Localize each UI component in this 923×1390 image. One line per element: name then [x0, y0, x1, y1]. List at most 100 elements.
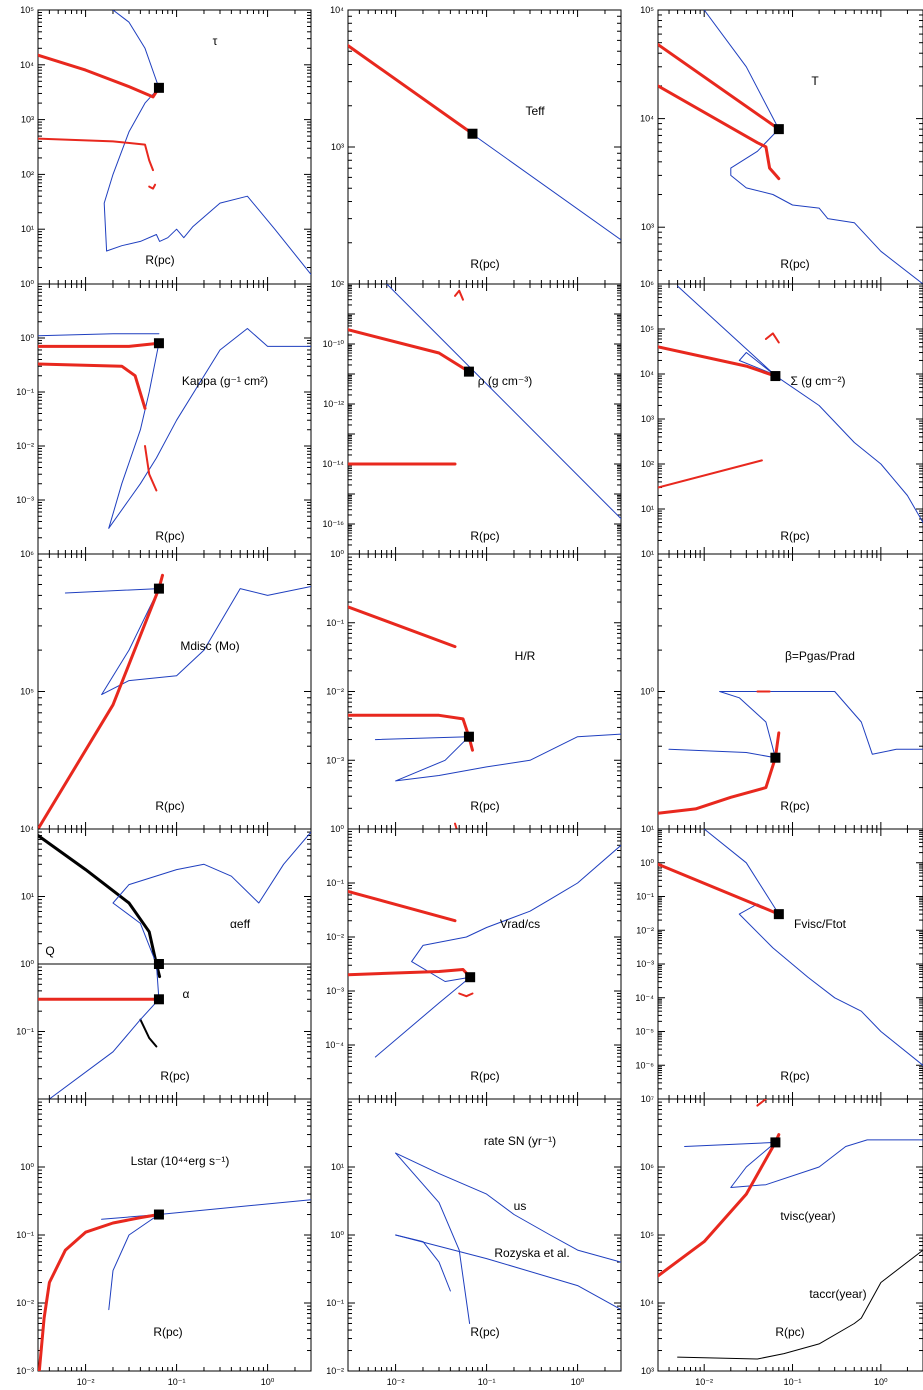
transition-marker [770, 371, 781, 382]
x-tick-label: 10⁰ [874, 1377, 888, 1387]
x-axis-label: R(pc) [780, 257, 809, 271]
series-blue-0 [684, 1141, 776, 1147]
x-axis-label: R(pc) [470, 799, 499, 813]
transition-marker [773, 124, 784, 135]
series-blue-3 [48, 831, 311, 1099]
p-tau-panel: 10⁰ 10¹ 10² 10³ 10⁴ 10⁵ τ R(pc) [20, 5, 312, 289]
p-alpha-annotation: α [183, 987, 190, 1001]
y-tick-label: 10⁻¹⁶ [323, 519, 345, 529]
p-lstar-label: Lstar (10⁴⁴erg s⁻¹) [131, 1154, 230, 1168]
series-blue-0 [703, 829, 923, 1066]
p-kappa-frame [37, 283, 312, 555]
p-tvisc-label: tvisc(year) [780, 1209, 835, 1223]
x-axis-label: R(pc) [153, 1325, 182, 1339]
y-tick-label: 10¹ [21, 224, 34, 234]
y-tick-label: 10⁻² [16, 441, 34, 451]
x-axis-label: R(pc) [145, 253, 174, 267]
p-fvisc-data [658, 829, 923, 1066]
series-red-2 [38, 573, 164, 829]
x-axis-label: R(pc) [470, 529, 499, 543]
series-red-3 [454, 822, 458, 829]
series-red-3 [756, 1099, 767, 1107]
series-red-2 [38, 1213, 161, 1371]
y-tick-label: 10⁵ [640, 324, 654, 334]
p-alpha-panel: 10⁻¹ 10⁰ 10¹ αeff R(pc) Qα [16, 828, 312, 1100]
series-blue-1 [395, 1152, 471, 1324]
y-tick-label: 10⁵ [20, 5, 34, 15]
series-red-2 [658, 84, 781, 181]
y-tick-label: 10⁰ [20, 279, 34, 289]
y-tick-label: 10⁰ [640, 858, 654, 868]
y-tick-label: 10⁶ [640, 1162, 654, 1172]
y-tick-label: 10¹ [641, 549, 654, 559]
series-red-1 [658, 862, 781, 916]
series-red-4 [38, 137, 154, 172]
y-tick-label: 10⁻³ [326, 755, 344, 765]
p-kappa-label: Kappa (g⁻¹ cm²) [182, 374, 268, 388]
p-sigma-frame [657, 283, 923, 555]
y-tick-label: 10⁻¹ [326, 878, 344, 888]
p-teff-frame [347, 9, 622, 285]
y-tick-label: 10³ [641, 222, 654, 232]
x-axis-label: R(pc) [160, 1069, 189, 1083]
p-tau-label: τ [213, 34, 218, 48]
y-tick-label: 10⁻² [326, 1366, 344, 1376]
transition-marker [770, 752, 781, 763]
x-axis-label: R(pc) [780, 799, 809, 813]
p-alpha-annotation: Q [45, 944, 54, 958]
p-beta-panel: 10⁰ 10¹ β=Pgas/Prad R(pc) [640, 549, 923, 830]
p-tvisc-panel: 10³ 10⁴ 10⁵ 10⁶ 10⁷ 10⁻² 10⁻¹ 10⁰ tvisc(year) R(p… [640, 1094, 923, 1387]
transition-marker [463, 731, 474, 742]
y-tick-label: 10³ [641, 414, 654, 424]
transition-marker [153, 959, 164, 969]
transition-marker [153, 583, 164, 594]
y-tick-label: 10⁶ [640, 279, 654, 289]
x-tick-label: 10⁻¹ [784, 1377, 802, 1387]
y-tick-label: 10⁻² [326, 687, 344, 697]
p-tau-data [38, 10, 311, 275]
p-sn-annotation: Rozyska et al. [494, 1246, 569, 1260]
series-red-2 [658, 459, 763, 489]
series-red-5 [144, 445, 158, 492]
series-blue-0 [703, 10, 923, 284]
x-axis-label: R(pc) [155, 799, 184, 813]
y-tick-label: 10¹ [641, 504, 654, 514]
series-red-1 [658, 43, 781, 131]
series-red-2 [348, 713, 474, 752]
p-vrad-panel: 10⁻⁴ 10⁻³ 10⁻² 10⁻¹ 10⁰ Vrad/cs R(pc) [325, 824, 622, 1100]
p-T-panel: 10³ 10⁴ 10⁵ T R(pc) [640, 5, 923, 285]
series-black-0 [38, 834, 162, 979]
y-tick-label: 10⁴ [330, 5, 344, 15]
p-hr-panel: 10⁻³ 10⁻² 10⁻¹ 10⁰ H/R R(pc) [326, 549, 622, 830]
transition-marker [153, 82, 164, 93]
series-red-3 [458, 992, 474, 998]
y-tick-label: 10³ [331, 142, 344, 152]
p-rho-frame [347, 283, 622, 555]
series-blue-0 [101, 1199, 311, 1220]
y-tick-label: 10⁵ [640, 1230, 654, 1240]
x-axis-label: R(pc) [470, 257, 499, 271]
series-blue-2 [668, 748, 776, 759]
p-rho-label: ρ (g cm⁻³) [478, 374, 533, 388]
x-axis-label: R(pc) [470, 1069, 499, 1083]
x-axis-label: R(pc) [780, 1069, 809, 1083]
y-tick-label: 10⁻² [16, 1298, 34, 1308]
series-blue-1 [730, 1139, 923, 1188]
x-tick-label: 10⁰ [571, 1377, 585, 1387]
transition-marker [465, 972, 476, 983]
p-beta-data [658, 690, 923, 815]
transition-marker [153, 1209, 164, 1220]
series-blue-1 [103, 87, 160, 252]
y-tick-label: 10⁻⁶ [636, 1060, 655, 1070]
x-tick-label: 10⁻² [695, 1377, 713, 1387]
series-red-3 [764, 332, 780, 344]
p-beta-label: β=Pgas/Prad [785, 649, 855, 663]
p-fvisc-label: Fvisc/Ftot [794, 917, 847, 931]
p-sn-panel: 10⁻² 10⁻¹ 10⁰ 10¹ 10⁻² 10⁻¹ 10⁰ rate SN (yr⁻¹) R… [326, 1098, 622, 1387]
p-mdisc-data [38, 573, 311, 829]
y-tick-label: 10⁻¹⁴ [322, 459, 344, 469]
p-mdisc-label: Mdisc (Mo) [180, 639, 239, 653]
p-rho-panel: 10⁻¹⁶ 10⁻¹⁴ 10⁻¹² 10⁻¹⁰ ρ (g cm⁻³) R(pc) [322, 283, 622, 555]
p-lstar-panel: 10⁻³ 10⁻² 10⁻¹ 10⁰ 10⁻² 10⁻¹ 10⁰ Lstar (10⁴⁴erg… [16, 1098, 312, 1387]
